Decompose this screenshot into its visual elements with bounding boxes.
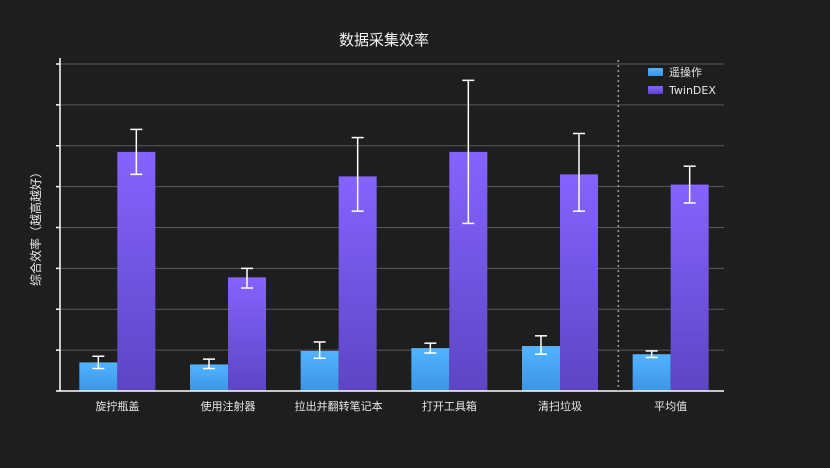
error-bar-0-0 — [92, 355, 105, 370]
error-bar-0-4 — [535, 335, 547, 355]
bar-0-3 — [411, 348, 450, 391]
bars — [79, 151, 709, 391]
category-labels: 旋拧瓶盖 使用注射器 拉出并翻转笔记本 打开工具箱 清扫垃圾 平均值 — [95, 399, 687, 413]
bar-0-5 — [632, 354, 671, 391]
legend-label-series-0: 遥操作 — [669, 65, 702, 79]
x-tick-label-1: 使用注射器 — [201, 399, 256, 413]
x-tick-label-4: 清扫垃圾 — [538, 399, 582, 413]
gridlines — [60, 63, 724, 351]
legend-swatch-series-1 — [648, 86, 663, 94]
error-bar-1-4 — [573, 132, 585, 212]
x-tick-label-2: 拉出并翻转笔记本 — [295, 399, 383, 413]
error-bar-0-2 — [313, 341, 326, 360]
legend: 遥操作 TwinDEX — [648, 65, 716, 97]
x-tick-label-0: 旋拧瓶盖 — [95, 399, 139, 413]
legend-swatch-series-0 — [648, 68, 663, 76]
chart-title: 数据采集效率 — [339, 31, 429, 49]
legend-label-series-1: TwinDEX — [668, 84, 716, 97]
error-bars — [92, 79, 696, 370]
error-bar-0-3 — [424, 342, 437, 354]
error-bar-1-5 — [683, 165, 696, 204]
axes — [56, 58, 724, 392]
error-bar-1-1 — [241, 267, 253, 289]
bar-1-1 — [228, 277, 266, 391]
error-bar-1-2 — [351, 136, 364, 212]
error-bar-0-5 — [645, 350, 658, 359]
bar-1-5 — [670, 184, 709, 391]
x-tick-label-3: 打开工具箱 — [422, 399, 477, 413]
y-axis-label: 综合效率（越高越好） — [28, 166, 43, 286]
bar-1-0 — [117, 151, 156, 391]
error-bar-1-3 — [462, 79, 475, 225]
error-bar-1-0 — [130, 128, 143, 176]
error-bar-0-1 — [203, 358, 215, 370]
bar-1-2 — [338, 176, 377, 391]
x-tick-label-5: 平均值 — [654, 400, 687, 413]
